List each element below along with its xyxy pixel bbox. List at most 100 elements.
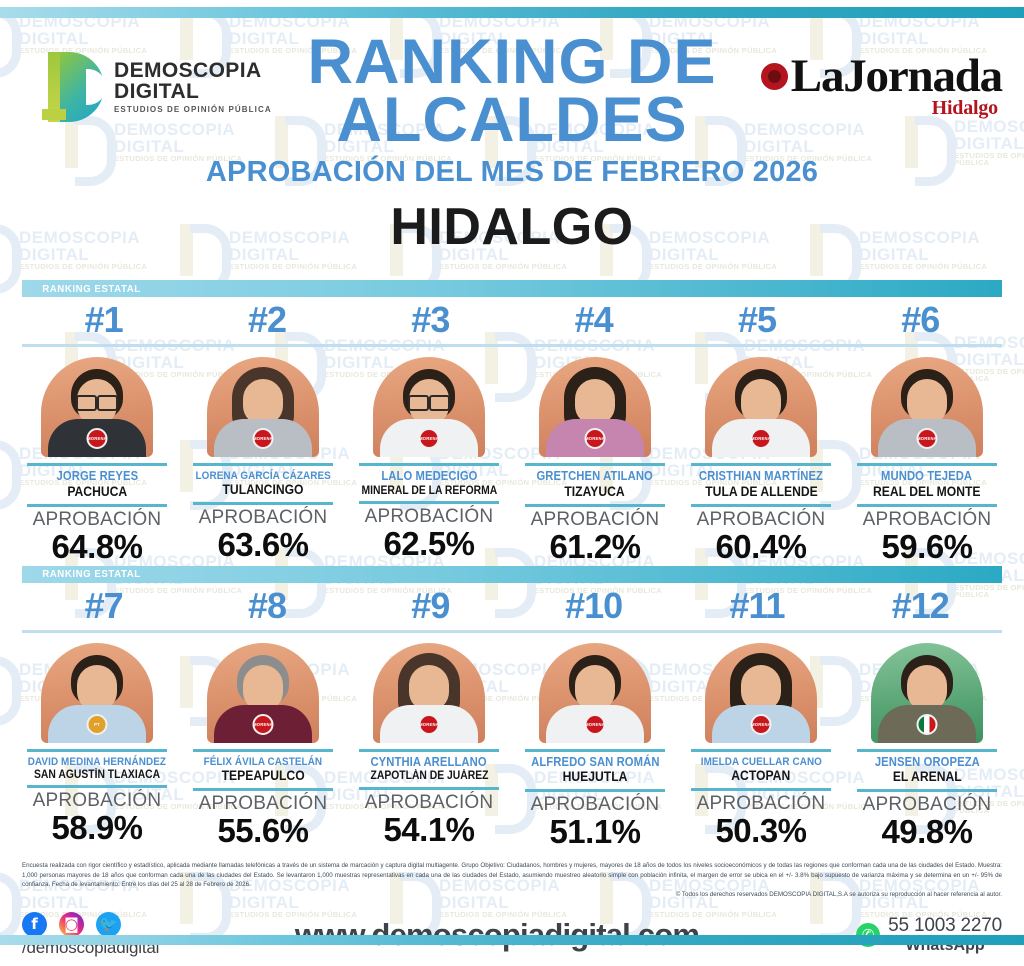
candidate-card[interactable]: MORENA FÉLIX ÁVILA CASTELÁN TEPEAPULCO APRO… [180, 642, 346, 852]
party-badge-icon: PT [86, 713, 108, 735]
candidate-photo: MORENA [871, 357, 983, 457]
candidate-photo: MORENA [373, 642, 485, 743]
legal-rights: © Todos los derechos reservados DEMOSCOP… [675, 891, 1002, 899]
party-badge-icon: MORENA [750, 428, 772, 449]
glasses-icon [408, 395, 450, 411]
approval-value: 60.4% [715, 527, 807, 565]
candidate-name: JENSEN OROPEZA [874, 754, 980, 769]
name-divider [359, 463, 499, 466]
approval-value: 49.8% [881, 813, 973, 851]
city-divider [857, 789, 997, 793]
city-divider [525, 503, 665, 507]
party-badge-icon: MORENA [584, 428, 606, 449]
candidate-city: TEPEAPULCO [221, 767, 305, 783]
legal-disclaimer: Encuesta realizada con rigor científico … [22, 861, 1002, 899]
state-name: HIDALGO [390, 197, 634, 256]
candidate-card[interactable]: MORENA GRETCHEN ATILANO TIZAYUCA APROBACIÓN… [512, 357, 678, 566]
candidate-card[interactable]: PT DAVID MEDINA HERNÁNDEZ SAN AGUSTÍN TLAX… [14, 642, 180, 852]
party-badge-icon: MORENA [750, 713, 772, 735]
name-divider [525, 463, 665, 466]
partner-name: LaJornada [790, 50, 1003, 102]
city-divider [193, 501, 333, 505]
rank-number: #8 [247, 584, 287, 626]
party-badge-icon: MORENA [252, 713, 274, 735]
name-divider [359, 748, 499, 752]
candidate-card[interactable]: MORENA MUNDO TEJEDA REAL DEL MONTE APROBACI… [844, 357, 1010, 566]
approval-label: APROBACIÓN [530, 508, 660, 530]
candidate-card[interactable]: MORENA IMELDA CUELLAR CANO ACTOPAN APROBACI… [678, 642, 844, 852]
name-divider [857, 748, 997, 752]
approval-label: APROBACIÓN [696, 792, 826, 814]
approval-label: APROBACIÓN [198, 506, 328, 528]
rank-number: #7 [84, 584, 124, 626]
demoscopia-d-logo-icon [42, 52, 106, 122]
candidate-city: TULA DE ALLENDE [704, 483, 818, 499]
rank-number: #9 [411, 584, 450, 626]
approval-label: APROBACIÓN [364, 506, 494, 528]
whatsapp-number[interactable]: 55 1003 2270 [888, 914, 1002, 936]
city-divider [27, 503, 167, 507]
candidate-photo: MORENA [705, 357, 817, 457]
party-badge-icon: MORENA [418, 713, 440, 735]
city-divider [193, 787, 333, 791]
ranking-band: RANKING ESTATAL [22, 565, 1002, 583]
candidate-photo: MORENA [373, 357, 485, 457]
ranking-section: RANKING ESTATAL #7 #8 #9 #10 #11 #12 PT DAVID ME… [0, 565, 1024, 852]
lajornada-logo: LaJornada Hidalgo [760, 50, 1003, 120]
candidate-card[interactable]: MORENA LORENA GARCÍA CÁZARES TULANCINGO APR… [180, 357, 346, 566]
rank-number: #2 [247, 299, 287, 340]
approval-value: 59.6% [881, 527, 973, 565]
bottom-accent-bar [0, 935, 1024, 945]
candidate-photo: MORENA [207, 357, 319, 457]
candidate-city: MINERAL DE LA REFORMA [361, 484, 497, 497]
approval-label: APROBACIÓN [530, 794, 660, 816]
party-badge-icon: MORENA [418, 428, 440, 449]
party-badge-icon: MORENA [252, 428, 274, 449]
header: DEMOSCOPIA DIGITAL ESTUDIOS DE OPINIÓN P… [0, 0, 1024, 280]
brand-name-line1: DEMOSCOPIA [114, 58, 262, 82]
name-divider [691, 463, 831, 466]
candidate-city: TIZAYUCA [564, 483, 626, 499]
approval-value: 63.6% [217, 525, 309, 563]
candidate-city: HUEJUTLA [562, 769, 628, 785]
facebook-icon[interactable]: f [22, 911, 47, 937]
brand-name-line2: DIGITAL [114, 80, 200, 103]
candidate-name: IMELDA CUELLAR CANO [700, 755, 822, 768]
candidate-photo: MORENA [41, 357, 153, 457]
candidate-photo: MORENA [539, 642, 651, 743]
approval-value: 58.9% [51, 809, 143, 847]
candidate-name: LALO MEDECIGO [380, 469, 478, 483]
approval-label: APROBACIÓN [32, 790, 162, 812]
approval-label: APROBACIÓN [862, 794, 992, 816]
candidate-card[interactable]: MORENA ALFREDO SAN ROMÁN HUEJUTLA APROBACIÓ… [512, 642, 678, 852]
name-divider [691, 748, 831, 752]
rank-number: #1 [84, 299, 124, 340]
city-divider [691, 787, 831, 791]
approval-value: 54.1% [383, 810, 475, 848]
candidate-card[interactable]: MORENA LALO MEDECIGO MINERAL DE LA REFORMA… [346, 357, 512, 566]
name-divider [193, 463, 333, 466]
candidate-name: DAVID MEDINA HERNÁNDEZ [27, 755, 167, 768]
name-divider [27, 748, 167, 752]
party-badge-icon: MORENA [916, 428, 938, 449]
approval-value: 61.2% [549, 527, 641, 565]
instagram-icon[interactable]: ◙ [59, 911, 84, 937]
name-divider [193, 748, 333, 752]
approval-label: APROBACIÓN [364, 791, 494, 813]
candidate-name: ALFREDO SAN ROMÁN [530, 754, 660, 769]
candidate-card[interactable]: JENSEN OROPEZA EL ARENAL APROBACIÓN 49.8% [844, 642, 1010, 852]
rank-number: #3 [411, 299, 450, 340]
rank-number: #10 [565, 584, 623, 626]
candidate-card[interactable]: MORENA CRISTHIAN MARTÍNEZ TULA DE ALLENDE A… [678, 357, 844, 566]
city-divider [359, 501, 499, 505]
ranking-band-label: RANKING ESTATAL [42, 282, 141, 295]
rank-number-row: #7 #8 #9 #10 #11 #12 [22, 583, 1002, 633]
name-divider [857, 463, 997, 466]
candidate-card[interactable]: MORENA JORGE REYES PACHUCA APROBACIÓN 64.8% [14, 357, 180, 566]
twitter-icon[interactable]: 🐦 [96, 911, 121, 937]
city-divider [525, 789, 665, 793]
candidate-city: ACTOPAN [731, 767, 791, 783]
approval-value: 62.5% [383, 525, 475, 563]
candidate-card-row: PT DAVID MEDINA HERNÁNDEZ SAN AGUSTÍN TLAX… [14, 633, 1010, 852]
candidate-card[interactable]: MORENA CYNTHIA ARELLANO ZAPOTLÁN DE JUÁREZ… [346, 642, 512, 852]
